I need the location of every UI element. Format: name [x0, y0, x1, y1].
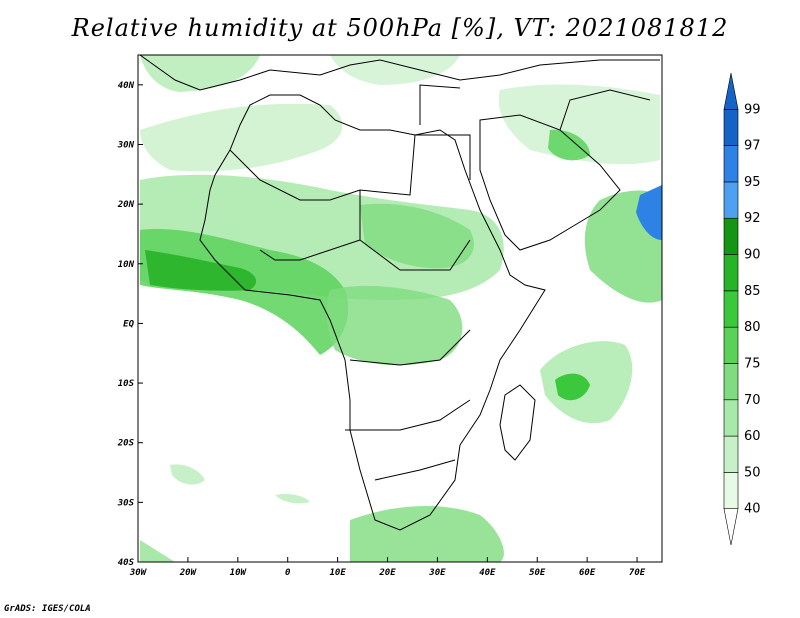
- lat-tick-label: 10S: [118, 379, 135, 389]
- colorbar-label: 90: [744, 248, 761, 263]
- lon-tick-label: 30W: [129, 568, 148, 578]
- lat-tick-label: 40S: [118, 558, 135, 568]
- colorbar-label: 85: [744, 284, 761, 299]
- lon-tick-label: 50E: [529, 568, 546, 578]
- lon-tick-label: 20E: [378, 568, 396, 578]
- colorbar-segment: [723, 363, 739, 401]
- colorbar-segment: [723, 254, 739, 292]
- colorbar-label: 97: [744, 139, 761, 154]
- lon-tick-label: 70E: [629, 568, 646, 578]
- colorbar-label: 99: [744, 102, 761, 117]
- lat-tick-label: 20N: [117, 200, 135, 210]
- colorbar-segment: [723, 472, 739, 509]
- colorbar-segment: [723, 435, 739, 473]
- lon-tick-label: 20W: [179, 568, 198, 578]
- colorbar-segment: [723, 290, 739, 328]
- colorbar: 40 50 60 70 75 80 85 90 92 95 97 99: [723, 72, 761, 546]
- lat-tick-label: EQ: [123, 319, 134, 329]
- colorbar-segment: [723, 72, 739, 110]
- humidity-field: [140, 55, 662, 562]
- lat-tick-label: 30S: [117, 498, 135, 508]
- colorbar-label: 50: [744, 465, 761, 480]
- colorbar-segment: [723, 326, 739, 364]
- colorbar-segment: [723, 217, 739, 255]
- map-title: Relative humidity at 500hPa [%], VT: 202…: [71, 14, 729, 42]
- colorbar-label: 95: [744, 175, 761, 190]
- lat-tick-label: 30N: [117, 140, 135, 150]
- latitude-axis: 40N 30N 20N 10N EQ 10S 20S 30S 40S: [117, 81, 143, 568]
- lon-tick-label: 10E: [329, 568, 346, 578]
- colorbar-segment: [723, 109, 739, 146]
- colorbar-segment: [723, 508, 739, 546]
- colorbar-label: 92: [744, 211, 761, 226]
- grads-credit: GrADS: IGES/COLA: [4, 604, 91, 614]
- lat-tick-label: 10N: [118, 260, 135, 270]
- colorbar-label: 70: [744, 393, 761, 408]
- lon-tick-label: 0: [285, 568, 291, 578]
- colorbar-segment: [723, 181, 739, 219]
- lon-tick-label: 60E: [579, 568, 596, 578]
- colorbar-label: 75: [744, 356, 761, 371]
- colorbar-label: 80: [744, 320, 761, 335]
- colorbar-label: 40: [744, 502, 761, 517]
- coastlines: [139, 54, 660, 531]
- lat-tick-label: 40N: [118, 81, 135, 91]
- lon-tick-label: 40E: [479, 568, 496, 578]
- lat-tick-label: 20S: [117, 439, 135, 449]
- colorbar-segment: [723, 399, 739, 437]
- colorbar-segment: [723, 145, 739, 183]
- lon-tick-label: 10W: [230, 568, 248, 578]
- colorbar-label: 60: [744, 429, 761, 444]
- longitude-axis: 30W 20W 10W 0 10E 20E 30E 40E 50E 60E 70E: [129, 557, 646, 578]
- lon-tick-label: 30E: [428, 568, 446, 578]
- plot-frame: [137, 54, 663, 563]
